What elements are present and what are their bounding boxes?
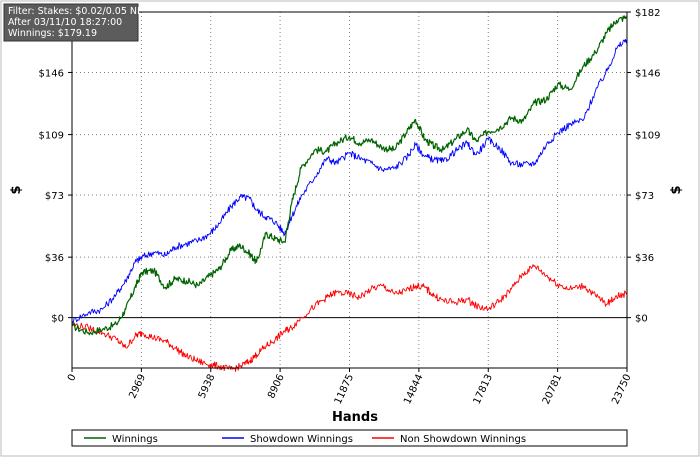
y-tick-label-right: $36 (635, 253, 654, 264)
x-tick-label: 0 (66, 373, 79, 383)
info-box: Filter: Stakes: $0.02/0.05 NL After 03/1… (3, 3, 143, 42)
y-axis-title-left: $ (9, 185, 24, 194)
grid (72, 12, 627, 368)
legend-box (71, 429, 628, 447)
legend: Winnings Showdown Winnings Non Showdown Wi… (71, 429, 628, 447)
series-line-showdown-winnings (71, 38, 628, 324)
info-box-background (3, 3, 139, 42)
plot-area-border (71, 11, 628, 369)
legend-label: Winnings (112, 434, 158, 445)
y-tick-label-right: $146 (635, 68, 660, 79)
y-tick-label-left: $36 (45, 253, 64, 264)
x-axis-title: Hands (332, 410, 378, 425)
series-line-winnings (71, 15, 628, 336)
y-tick-label-left: $0 (51, 314, 64, 325)
y-tick-label-right: $73 (635, 191, 654, 202)
info-filter-text: Filter: Stakes: $0.02/0.05 NL (8, 6, 143, 17)
legend-label: Non Showdown Winnings (400, 434, 526, 445)
y-tick-label-left: $146 (39, 68, 64, 79)
y-tick-label-right: $0 (635, 314, 648, 325)
info-winnings-text: Winnings: $179.19 (8, 28, 97, 39)
y-tick-label-left: $109 (39, 131, 64, 142)
info-date-text: After 03/11/10 18:27:00 (8, 17, 122, 28)
y-tick-label-left: $73 (45, 191, 64, 202)
y-tick-label-right: $109 (635, 131, 660, 142)
y-axis-title-right: $ (669, 185, 684, 194)
series-lines (71, 15, 628, 372)
series-line-non-showdown-winnings (71, 264, 628, 372)
y-tick-label-right: $182 (635, 8, 660, 19)
legend-label: Showdown Winnings (250, 434, 353, 445)
